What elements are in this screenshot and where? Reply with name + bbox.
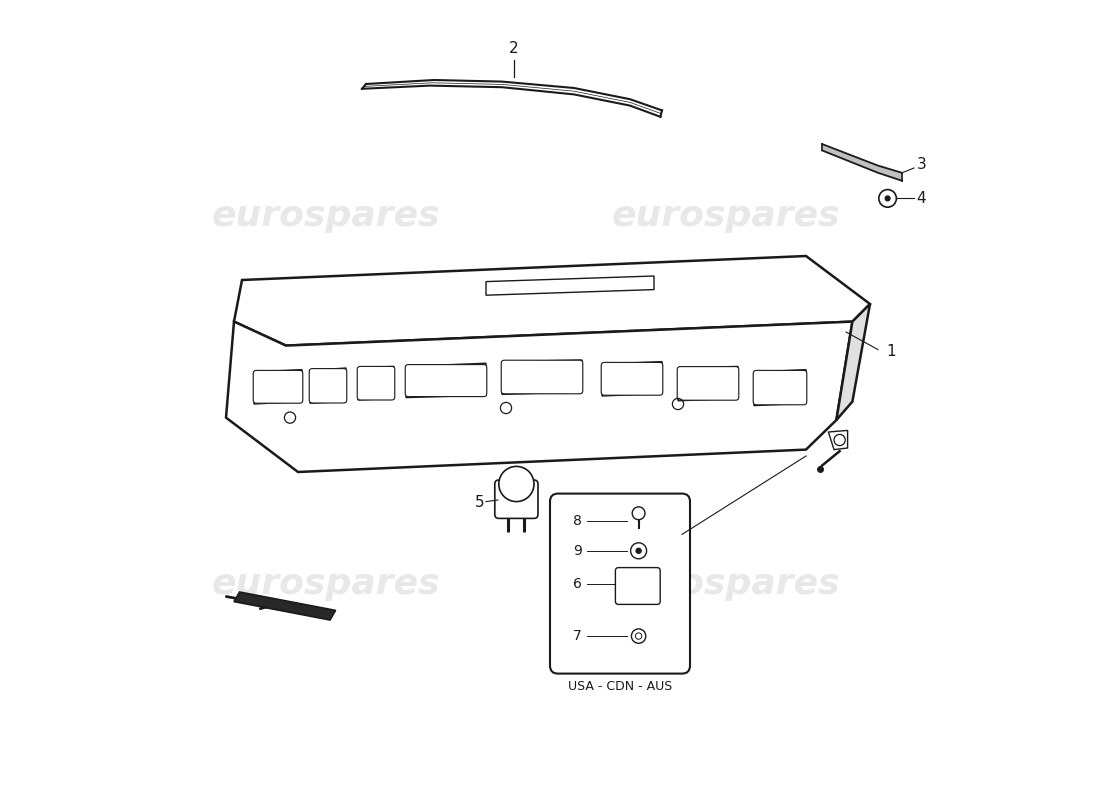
Text: 8: 8 <box>573 514 582 528</box>
Text: USA - CDN - AUS: USA - CDN - AUS <box>568 680 672 693</box>
FancyBboxPatch shape <box>550 494 690 674</box>
Polygon shape <box>828 430 848 450</box>
Text: 3: 3 <box>916 158 926 172</box>
Polygon shape <box>310 368 346 403</box>
Text: eurospares: eurospares <box>211 567 440 601</box>
Text: 4: 4 <box>916 191 926 206</box>
Polygon shape <box>226 322 853 472</box>
Polygon shape <box>358 366 394 400</box>
Polygon shape <box>234 256 870 346</box>
FancyBboxPatch shape <box>495 480 538 518</box>
FancyBboxPatch shape <box>602 362 663 395</box>
Polygon shape <box>836 304 870 420</box>
Text: eurospares: eurospares <box>612 199 840 233</box>
FancyBboxPatch shape <box>253 370 302 403</box>
Circle shape <box>636 547 641 554</box>
FancyBboxPatch shape <box>358 366 395 400</box>
Polygon shape <box>486 276 654 295</box>
Polygon shape <box>678 366 738 401</box>
Polygon shape <box>502 360 582 394</box>
FancyBboxPatch shape <box>678 366 739 400</box>
Text: 7: 7 <box>573 629 582 643</box>
Text: eurospares: eurospares <box>211 199 440 233</box>
Text: eurospares: eurospares <box>612 567 840 601</box>
Text: 9: 9 <box>573 544 582 558</box>
Polygon shape <box>234 592 336 620</box>
Circle shape <box>498 466 534 502</box>
Polygon shape <box>254 370 303 404</box>
Polygon shape <box>362 80 662 117</box>
Circle shape <box>884 195 891 202</box>
Text: 6: 6 <box>573 577 582 590</box>
FancyBboxPatch shape <box>309 369 346 403</box>
Polygon shape <box>822 144 902 181</box>
FancyBboxPatch shape <box>615 568 660 605</box>
Text: 2: 2 <box>509 41 519 56</box>
FancyBboxPatch shape <box>405 365 487 397</box>
Text: 5: 5 <box>475 495 484 510</box>
Polygon shape <box>406 363 486 398</box>
FancyBboxPatch shape <box>502 360 583 394</box>
FancyBboxPatch shape <box>754 370 806 405</box>
Text: 1: 1 <box>886 345 895 359</box>
Polygon shape <box>602 362 662 396</box>
Polygon shape <box>754 370 806 406</box>
